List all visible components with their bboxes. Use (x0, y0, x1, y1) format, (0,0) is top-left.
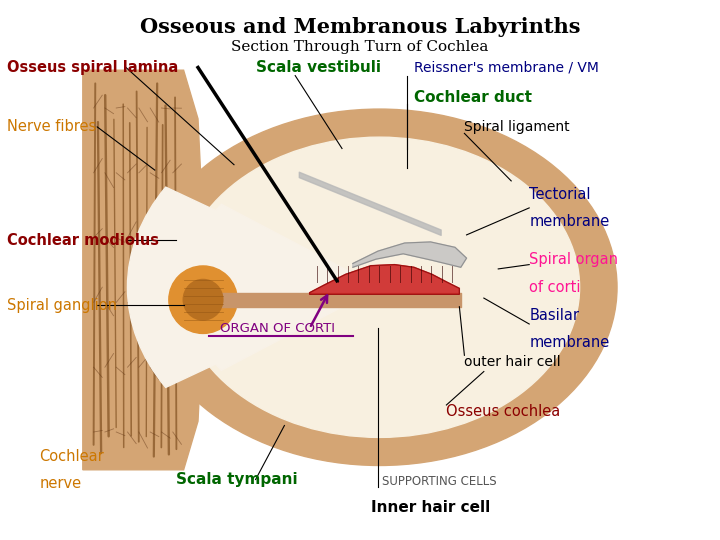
Text: Cochlear modiolus: Cochlear modiolus (7, 233, 159, 248)
Text: Spiral ganglion: Spiral ganglion (7, 298, 117, 313)
Text: of corti: of corti (529, 280, 581, 295)
Text: ORGAN OF CORTI: ORGAN OF CORTI (220, 322, 335, 335)
Text: nerve: nerve (40, 476, 82, 491)
Polygon shape (353, 242, 467, 267)
Circle shape (179, 137, 580, 437)
Text: Inner hair cell: Inner hair cell (371, 500, 490, 515)
Text: membrane: membrane (529, 214, 609, 229)
Text: Section Through Turn of Cochlea: Section Through Turn of Cochlea (231, 40, 489, 55)
Polygon shape (310, 265, 459, 294)
Ellipse shape (168, 266, 238, 333)
Circle shape (142, 109, 617, 465)
Polygon shape (83, 70, 205, 470)
Text: Spiral organ: Spiral organ (529, 252, 618, 267)
Text: Osseous and Membranous Labyrinths: Osseous and Membranous Labyrinths (140, 17, 580, 37)
Text: Nerve fibres: Nerve fibres (7, 119, 96, 134)
Text: Scala vestibuli: Scala vestibuli (256, 60, 381, 75)
Text: SUPPORTING CELLS: SUPPORTING CELLS (382, 475, 496, 488)
Text: Tectorial: Tectorial (529, 187, 590, 202)
Text: Cochlear: Cochlear (40, 449, 104, 464)
Text: membrane: membrane (529, 335, 609, 350)
Text: Osseus spiral lamina: Osseus spiral lamina (7, 60, 179, 75)
Text: Spiral ligament: Spiral ligament (464, 120, 570, 134)
Wedge shape (186, 204, 379, 370)
Wedge shape (127, 187, 379, 387)
Text: outer hair cell: outer hair cell (464, 355, 561, 369)
Polygon shape (299, 162, 441, 229)
Text: Osseus cochlea: Osseus cochlea (446, 404, 561, 419)
Text: Scala tympani: Scala tympani (176, 472, 298, 487)
Ellipse shape (183, 280, 223, 320)
Text: Reissner's membrane / VM: Reissner's membrane / VM (414, 60, 599, 75)
Text: Cochlear duct: Cochlear duct (414, 90, 532, 105)
Text: Basilar: Basilar (529, 308, 579, 323)
